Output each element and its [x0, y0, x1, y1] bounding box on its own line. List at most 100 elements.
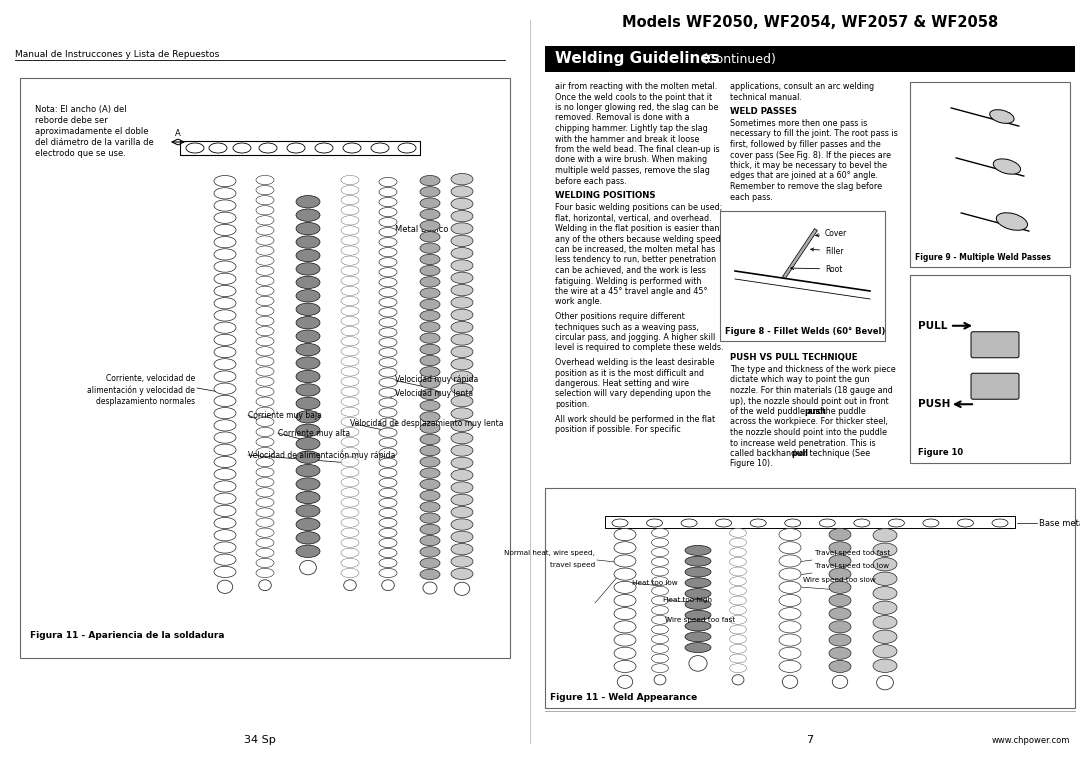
Ellipse shape — [685, 600, 711, 610]
Ellipse shape — [958, 519, 973, 527]
Ellipse shape — [379, 398, 397, 407]
Ellipse shape — [615, 581, 636, 594]
Ellipse shape — [451, 481, 473, 493]
Bar — [605, 516, 1015, 528]
Ellipse shape — [829, 647, 851, 659]
Text: Manual de Instruccones y Lista de Repuestos: Manual de Instruccones y Lista de Repues… — [15, 50, 219, 59]
Ellipse shape — [451, 371, 473, 382]
Text: alimentación y velocidad de: alimentación y velocidad de — [87, 385, 195, 394]
Ellipse shape — [296, 505, 320, 517]
Ellipse shape — [989, 110, 1014, 124]
Ellipse shape — [451, 173, 473, 185]
Ellipse shape — [214, 505, 237, 517]
Ellipse shape — [256, 286, 274, 295]
Ellipse shape — [729, 558, 746, 566]
Text: Travel speed too low: Travel speed too low — [815, 563, 889, 569]
Ellipse shape — [423, 582, 437, 594]
Text: to increase weld penetration. This is: to increase weld penetration. This is — [730, 439, 876, 448]
Ellipse shape — [296, 223, 320, 235]
Text: position.: position. — [555, 400, 590, 409]
Ellipse shape — [451, 359, 473, 370]
Ellipse shape — [341, 528, 359, 537]
Ellipse shape — [779, 634, 801, 646]
Text: 34 Sp: 34 Sp — [244, 735, 275, 745]
Text: across the workpiece. For thicker steel,: across the workpiece. For thicker steel, — [730, 417, 888, 427]
Text: Welding Guidelines: Welding Guidelines — [555, 51, 719, 66]
Ellipse shape — [877, 675, 893, 690]
Ellipse shape — [420, 356, 440, 365]
Text: the nozzle should point into the puddle: the nozzle should point into the puddle — [730, 428, 887, 437]
Ellipse shape — [420, 558, 440, 568]
Ellipse shape — [296, 410, 320, 423]
Ellipse shape — [379, 178, 397, 187]
Ellipse shape — [379, 288, 397, 297]
Ellipse shape — [343, 143, 361, 153]
Ellipse shape — [379, 237, 397, 246]
Ellipse shape — [779, 529, 801, 541]
Ellipse shape — [256, 497, 274, 507]
Text: from the weld bead. The final clean-up is: from the weld bead. The final clean-up i… — [555, 145, 719, 154]
Text: Welding in the flat position is easier than: Welding in the flat position is easier t… — [555, 224, 719, 233]
Ellipse shape — [296, 545, 320, 558]
Text: up), the nozzle should point out in front: up), the nozzle should point out in fron… — [730, 397, 889, 405]
Ellipse shape — [379, 198, 397, 207]
Ellipse shape — [615, 529, 636, 541]
Ellipse shape — [214, 432, 237, 443]
Text: of the weld puddle and: of the weld puddle and — [730, 407, 825, 416]
Ellipse shape — [341, 367, 359, 376]
Ellipse shape — [341, 407, 359, 417]
Ellipse shape — [379, 448, 397, 457]
Ellipse shape — [451, 198, 473, 210]
Ellipse shape — [451, 285, 473, 296]
Ellipse shape — [420, 175, 440, 186]
Ellipse shape — [729, 654, 746, 663]
Ellipse shape — [651, 529, 669, 537]
Bar — [545, 488, 1075, 708]
Ellipse shape — [782, 675, 798, 688]
Ellipse shape — [612, 519, 627, 527]
Ellipse shape — [615, 660, 636, 672]
Ellipse shape — [873, 543, 897, 556]
Text: technical manual.: technical manual. — [730, 92, 801, 101]
Ellipse shape — [379, 468, 397, 478]
Text: work angle.: work angle. — [555, 298, 602, 307]
Ellipse shape — [214, 224, 237, 236]
Ellipse shape — [379, 559, 397, 568]
Ellipse shape — [379, 498, 397, 507]
Ellipse shape — [685, 546, 711, 555]
Ellipse shape — [381, 580, 394, 591]
Ellipse shape — [873, 558, 897, 571]
Ellipse shape — [451, 420, 473, 432]
Ellipse shape — [256, 307, 274, 316]
Text: Corriente muy baja: Corriente muy baja — [248, 410, 322, 420]
Ellipse shape — [296, 398, 320, 410]
Text: Root: Root — [791, 265, 842, 273]
Ellipse shape — [685, 556, 711, 566]
Ellipse shape — [214, 554, 237, 565]
Ellipse shape — [379, 317, 397, 327]
Ellipse shape — [296, 357, 320, 369]
Ellipse shape — [296, 343, 320, 356]
Ellipse shape — [214, 566, 237, 578]
Ellipse shape — [379, 368, 397, 377]
Ellipse shape — [651, 587, 669, 595]
Text: pull: pull — [792, 449, 809, 458]
Ellipse shape — [451, 297, 473, 308]
Text: techniques such as a weaving pass,: techniques such as a weaving pass, — [555, 323, 699, 331]
Ellipse shape — [341, 266, 359, 275]
Ellipse shape — [716, 519, 731, 527]
Ellipse shape — [214, 237, 237, 248]
Ellipse shape — [256, 377, 274, 386]
Ellipse shape — [341, 346, 359, 356]
Ellipse shape — [214, 395, 237, 407]
Ellipse shape — [420, 277, 440, 287]
Ellipse shape — [451, 469, 473, 481]
Text: PUSH VS PULL TECHNIQUE: PUSH VS PULL TECHNIQUE — [730, 353, 858, 362]
Text: can be achieved, and the work is less: can be achieved, and the work is less — [555, 266, 706, 275]
Ellipse shape — [420, 536, 440, 546]
Text: 7: 7 — [807, 735, 813, 745]
Ellipse shape — [256, 296, 274, 305]
Ellipse shape — [829, 529, 851, 541]
Ellipse shape — [651, 654, 669, 663]
Ellipse shape — [451, 519, 473, 530]
